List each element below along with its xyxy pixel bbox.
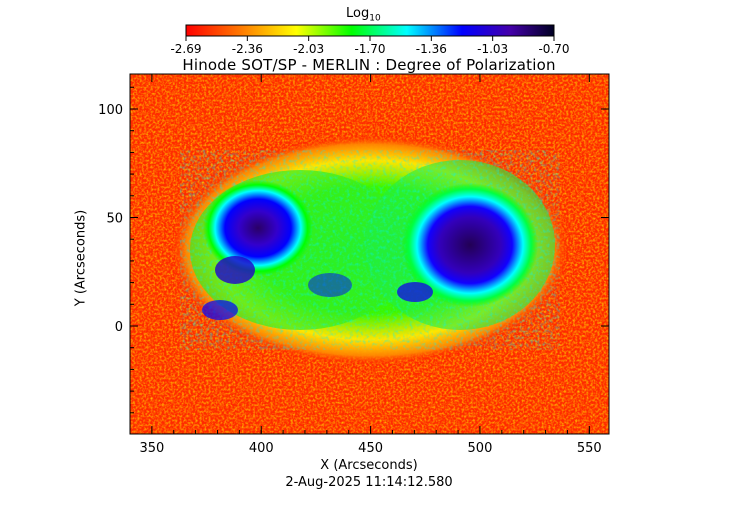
colorbar-tick-label: -2.69 [170,42,201,56]
y-axis-label: Y (Arcseconds) [73,209,89,307]
x-tick-label: 550 [577,441,602,456]
image-title: Hinode SOT/SP - MERLIN : Degree of Polar… [182,56,556,74]
plot-frame [129,73,610,435]
colorbar-title: Log10 [346,6,381,24]
timestamp: 2-Aug-2025 11:14:12.580 [285,475,453,490]
x-tick-label: 400 [249,441,274,456]
y-tick-label: 50 [106,212,123,227]
x-tick-label: 450 [358,441,383,456]
colorbar-tick-label: -1.36 [416,42,447,56]
colorbar-tick-label: -1.03 [477,42,508,56]
x-tick-label: 500 [468,441,493,456]
colorbar-tick-label: -1.70 [354,42,385,56]
x-axis-label: X (Arcseconds) [320,458,418,473]
x-axis: 350 400 450 500 550 [139,74,602,456]
colorbar-tick-label: -2.03 [293,42,324,56]
y-axis: 100 50 0 [98,86,609,414]
colorbar-tick-label: -2.36 [232,42,263,56]
colorbar-tick-label: -0.70 [538,42,569,56]
y-tick-label: 0 [115,320,123,335]
polarization-map [130,74,609,434]
colorbar-ticks: -2.69 -2.36 -2.03 -1.70 -1.36 -1.03 -0.70 [170,36,570,56]
x-tick-label: 350 [139,441,164,456]
colorbar [186,25,554,36]
y-tick-label: 100 [98,103,123,118]
